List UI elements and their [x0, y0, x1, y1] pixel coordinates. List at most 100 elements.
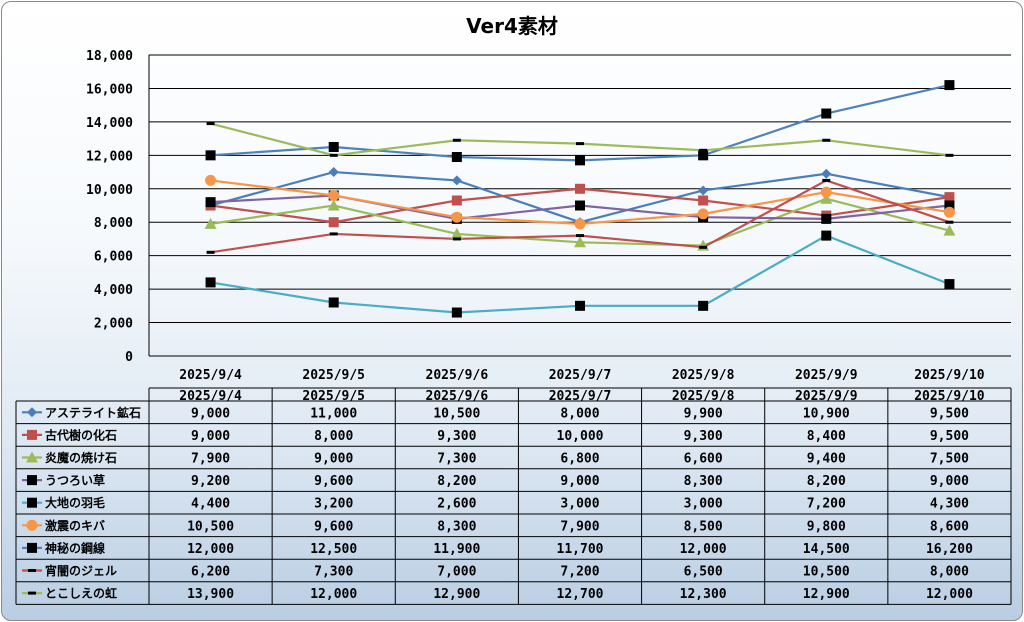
table-cell: 3,200 — [314, 497, 353, 512]
table-cell: 13,900 — [187, 587, 234, 602]
legend-key-marker — [27, 429, 37, 440]
table-cell: 11,900 — [433, 542, 480, 557]
table-cell: 10,500 — [187, 519, 234, 534]
x-tick-label: 2025/9/6 — [426, 368, 489, 383]
table-row-label: アステライト鉱石 — [45, 405, 141, 420]
table-cell: 8,000 — [560, 406, 599, 421]
table-header-date: 2025/9/5 — [302, 389, 365, 404]
data-point — [206, 122, 215, 126]
table-row-label: 宵闇のジェル — [45, 563, 117, 578]
data-point — [821, 168, 832, 179]
table-cell: 7,200 — [807, 497, 846, 512]
table-cell: 9,200 — [191, 474, 230, 489]
data-point — [205, 197, 216, 208]
table-cell: 12,000 — [926, 587, 973, 602]
data-point — [205, 150, 216, 161]
data-point — [943, 206, 955, 218]
table-header-date: 2025/9/7 — [549, 389, 612, 404]
series-markers-7 — [205, 80, 955, 166]
table-cell: 7,500 — [930, 452, 969, 467]
series-lines — [210, 84, 950, 314]
series-markers — [204, 80, 956, 318]
y-tick-label: 2,000 — [94, 317, 133, 332]
table-cell: 7,300 — [314, 565, 353, 580]
legend-key-marker — [27, 407, 37, 418]
table-cell: 6,600 — [684, 452, 723, 467]
data-point — [944, 192, 955, 203]
table-cell: 8,500 — [684, 519, 723, 534]
table-cell: 12,900 — [803, 587, 850, 602]
table-cell: 7,200 — [560, 565, 599, 580]
legend-key-marker — [27, 542, 37, 553]
table-cell: 12,000 — [310, 587, 357, 602]
table-cell: 9,900 — [684, 406, 723, 421]
table-cell: 3,000 — [560, 497, 599, 512]
table-cell: 9,500 — [930, 406, 969, 421]
y-axis-ticks: 0 2,000 4,000 6,000 8,000 10,000 12,000 14,000 1… — [86, 49, 133, 365]
data-point — [699, 148, 708, 152]
table-row-label: 炎魔の焼け石 — [45, 450, 117, 465]
table-cell: 4,400 — [191, 497, 230, 512]
table-cell: 12,000 — [680, 542, 727, 557]
y-tick-label: 18,000 — [86, 49, 133, 64]
table-cell: 8,400 — [807, 429, 846, 444]
data-point — [945, 153, 954, 157]
legend-key-marker — [28, 591, 36, 595]
data-point — [575, 183, 585, 194]
x-tick-label: 2025/9/9 — [795, 368, 858, 383]
data-point — [576, 142, 584, 146]
table-cell: 16,200 — [926, 542, 973, 557]
table-cell: 7,900 — [191, 452, 230, 467]
table-cell: 6,500 — [684, 565, 723, 580]
series-markers-8 — [206, 178, 954, 254]
data-point — [205, 174, 217, 186]
table-row-label: 神秘の鋼線 — [45, 540, 105, 555]
data-point — [452, 237, 461, 241]
table-cell: 10,900 — [803, 406, 850, 421]
data-point — [205, 277, 216, 288]
legend-key-marker — [28, 569, 36, 572]
table-cell: 8,300 — [437, 519, 476, 534]
table-row-label: 激震のキバ — [45, 518, 105, 533]
data-point — [698, 300, 709, 311]
data-point — [328, 141, 339, 152]
legend-key-marker — [26, 451, 38, 463]
table-cell: 8,000 — [314, 429, 353, 444]
legend-key-marker — [26, 519, 38, 531]
data-point — [821, 213, 832, 224]
data-point — [698, 185, 709, 196]
table-cell: 12,300 — [680, 587, 727, 602]
data-point — [945, 220, 954, 224]
data-point — [820, 186, 832, 198]
data-point — [204, 217, 217, 229]
table-cell: 9,000 — [191, 429, 230, 444]
table-cell: 11,700 — [557, 542, 604, 557]
x-tick-label: 2025/9/4 — [179, 368, 242, 383]
y-tick-label: 16,000 — [86, 82, 133, 97]
y-tick-label: 6,000 — [94, 250, 133, 265]
series-line-7 — [210, 84, 950, 162]
data-point — [451, 211, 463, 223]
table-cell: 4,300 — [930, 497, 969, 512]
data-point — [821, 230, 832, 241]
table-cell: 12,000 — [187, 542, 234, 557]
series-markers-9 — [206, 122, 954, 157]
table-cell: 9,000 — [314, 452, 353, 467]
table-cell: 8,300 — [684, 474, 723, 489]
series-markers-5 — [205, 230, 955, 318]
table-cell: 8,200 — [437, 474, 476, 489]
data-point — [574, 218, 586, 230]
data-point — [697, 208, 709, 220]
table-header-date: 2025/9/9 — [795, 389, 858, 404]
table-cell: 7,000 — [437, 565, 476, 580]
table-cell: 10,000 — [557, 429, 604, 444]
table-cell: 9,000 — [560, 474, 599, 489]
table-cell: 8,600 — [930, 519, 969, 534]
x-tick-label: 2025/9/8 — [672, 368, 735, 383]
table-cell: 6,200 — [191, 565, 230, 580]
table-header-date: 2025/9/10 — [914, 389, 985, 404]
data-point — [575, 155, 585, 166]
chart-title: Ver4素材 — [466, 14, 558, 38]
data-point — [820, 192, 833, 204]
